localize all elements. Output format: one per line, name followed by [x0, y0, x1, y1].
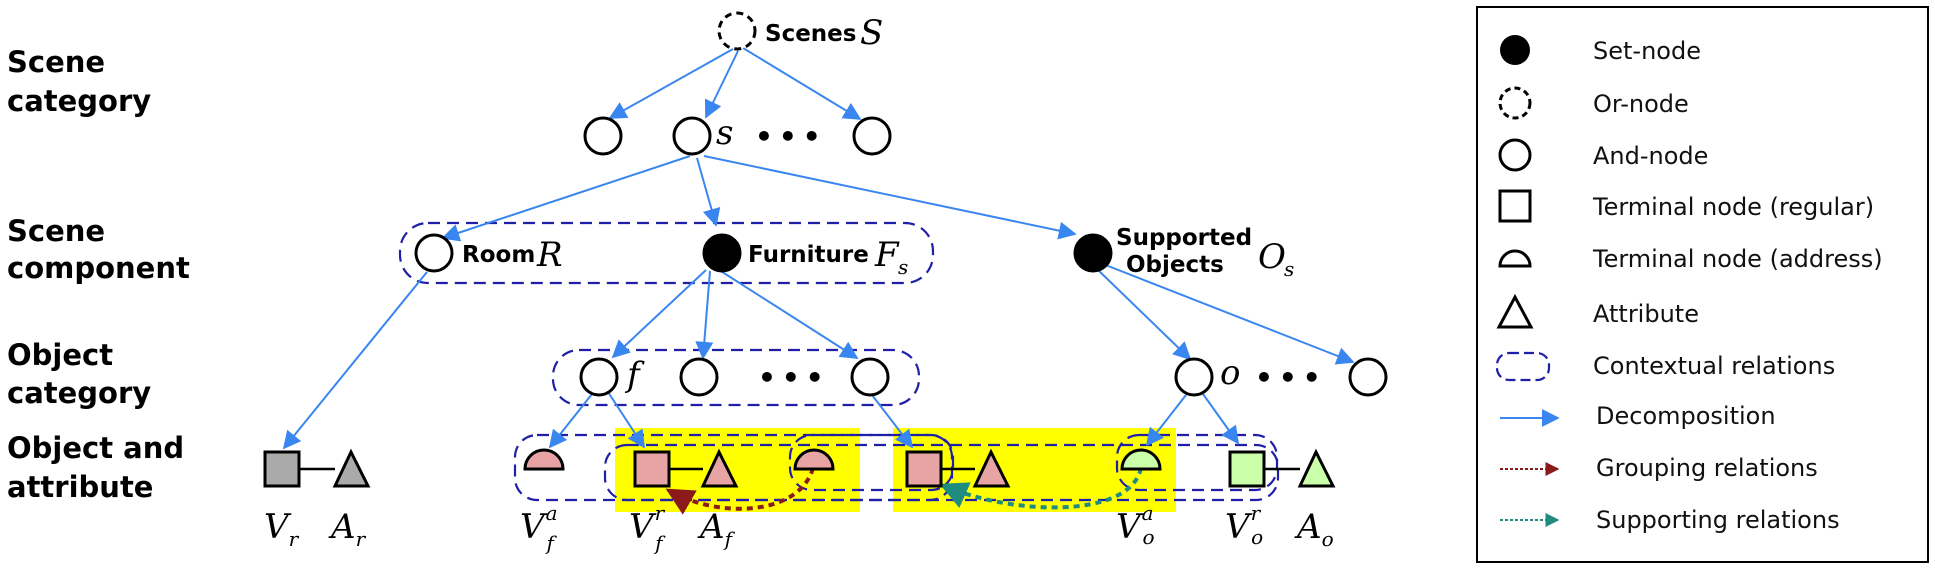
- label-Vr: Vr: [264, 507, 300, 551]
- room-and-node: [414, 233, 454, 273]
- level-object-category-line1: Object: [7, 338, 113, 372]
- object-attribute-triangle: [1297, 448, 1336, 488]
- level-object-attribute-line1: Object and: [7, 431, 184, 465]
- object-address-terminal: [1120, 448, 1162, 471]
- ellipsis-1: •••: [755, 120, 827, 153]
- scenes-symbol: S: [860, 13, 883, 53]
- label-Af: Af: [697, 507, 736, 551]
- ellipsis-3: •••: [1255, 361, 1327, 394]
- square-icon: [1498, 189, 1532, 223]
- object-and-node-o: [1174, 357, 1214, 397]
- furniture-terminal-1: [633, 448, 739, 488]
- legend-label-and-node: And-node: [1593, 142, 1708, 170]
- furniture-context-box: [551, 348, 921, 407]
- object-terminal: [1228, 448, 1336, 488]
- supported-objects-set-node: [1073, 233, 1113, 273]
- legend-label-terminal-regular: Terminal node (regular): [1592, 193, 1874, 221]
- label-Vor: Vr o: [1225, 501, 1263, 549]
- label-Vfa: Va f: [520, 501, 558, 555]
- supported-symbol: O: [1258, 237, 1286, 277]
- object-context-box-4: [1115, 433, 1279, 492]
- level-scene-category-line1: Scene: [7, 45, 105, 79]
- legend-label-supporting: Supporting relations: [1596, 506, 1840, 534]
- label-Ao: Ao: [1294, 507, 1334, 551]
- level-scene-category-line2: category: [7, 84, 151, 118]
- s-symbol: s: [716, 113, 733, 153]
- triangle-icon: [1496, 293, 1534, 329]
- supported-sub: s: [1284, 257, 1294, 281]
- o-symbol: o: [1220, 353, 1240, 393]
- furniture-and-node-2: [679, 357, 719, 397]
- supported-label-line1: Supported: [1116, 225, 1252, 251]
- furniture-symbol: F: [874, 235, 900, 275]
- legend-label-contextual: Contextual relations: [1593, 352, 1835, 380]
- object-and-node-2: [1348, 357, 1388, 397]
- furniture-square-terminal-2: [905, 450, 943, 488]
- object-context-box-3: [788, 433, 955, 492]
- ellipsis-2: •••: [758, 361, 830, 394]
- scenes-label: Scenes: [765, 21, 856, 47]
- scene-and-node-1: [583, 116, 623, 156]
- filled-circle-icon: [1500, 35, 1530, 65]
- room-square-terminal: [263, 450, 301, 488]
- legend-label-set-node: Set-node: [1593, 37, 1701, 65]
- legend-label-attribute: Attribute: [1593, 300, 1699, 328]
- scene-and-node-3: [852, 116, 892, 156]
- object-square-terminal: [1228, 450, 1266, 488]
- level-object-category-line2: category: [7, 376, 151, 410]
- label-Ar: Ar: [328, 507, 367, 551]
- room-label: Room: [462, 242, 535, 268]
- dashed-circle-icon: [1498, 86, 1532, 120]
- level-scene-component-line1: Scene: [7, 214, 105, 248]
- legend: Set-node Or-node And-node Terminal node …: [1476, 6, 1929, 563]
- label-Voa: Va o: [1116, 501, 1155, 549]
- dashed-rounded-rect-icon: [1495, 351, 1551, 382]
- level-scene-component-line2: component: [7, 251, 190, 285]
- contextual-relations: [398, 221, 1280, 502]
- object-context-box-2: [603, 443, 1280, 502]
- half-circle-icon: [1498, 249, 1532, 268]
- level-labels: Scene category Scene component Object ca…: [7, 45, 190, 504]
- room-symbol: R: [536, 235, 563, 275]
- terminal-labels: Vr Ar Va f Vr f Af Va o Vr o Ao: [264, 501, 1334, 555]
- furniture-attribute-triangle-1: [700, 448, 739, 488]
- legend-label-or-node: Or-node: [1593, 90, 1689, 118]
- furniture-square-terminal-1: [633, 450, 671, 488]
- scenes-or-node: [717, 11, 757, 51]
- label-Vfr: Vr f: [629, 501, 666, 555]
- scene-component-context-box: [398, 221, 935, 285]
- furniture-attribute-triangle-2: [972, 448, 1011, 488]
- furniture-and-node-f: [579, 357, 619, 397]
- room-terminal: [263, 448, 371, 488]
- supported-label-line2: Objects: [1126, 252, 1224, 278]
- furniture-sub: s: [898, 255, 908, 279]
- furniture-address-terminal-2: [793, 448, 835, 471]
- grouping-relation-arrow: [665, 467, 815, 515]
- scene-and-node-s: [672, 116, 712, 156]
- legend-label-terminal-address: Terminal node (address): [1592, 245, 1883, 273]
- room-attribute-triangle: [332, 448, 371, 488]
- furniture-label: Furniture: [748, 242, 869, 268]
- level-object-attribute-line2: attribute: [7, 470, 153, 504]
- furniture-and-node-3: [850, 357, 890, 397]
- legend-label-grouping: Grouping relations: [1596, 454, 1818, 482]
- furniture-terminal-2: [905, 448, 1011, 488]
- f-symbol: f: [624, 355, 645, 395]
- furniture-address-terminal-1: [523, 448, 565, 471]
- circle-icon: [1498, 138, 1532, 172]
- decomposition-edges: [282, 47, 1355, 450]
- furniture-set-node: [702, 233, 742, 273]
- legend-label-decomposition: Decomposition: [1596, 402, 1776, 430]
- supporting-relation-arrow: [939, 467, 1143, 510]
